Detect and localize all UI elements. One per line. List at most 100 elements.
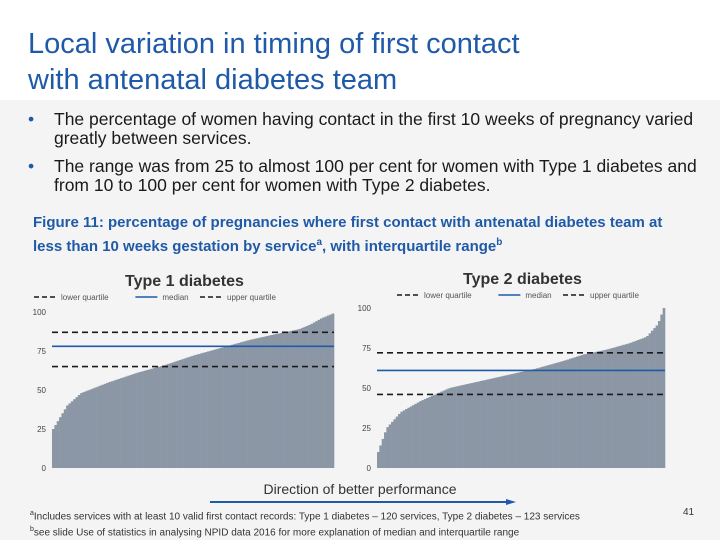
service-bar	[277, 333, 281, 468]
service-bar	[103, 383, 107, 468]
service-bar	[87, 390, 90, 468]
service-bar	[470, 383, 474, 468]
service-bar	[613, 347, 617, 468]
slide-title: Local variation in timing of first conta…	[28, 26, 688, 98]
service-bar	[498, 376, 502, 468]
service-bar	[209, 350, 213, 468]
service-bar	[70, 401, 74, 468]
service-bar	[655, 325, 659, 468]
service-bar	[519, 372, 523, 468]
service-bar	[232, 344, 236, 468]
service-bar	[505, 375, 509, 468]
service-bar	[571, 358, 574, 468]
y-tick-label: 50	[37, 386, 46, 395]
service-bar	[80, 393, 83, 468]
service-bar	[150, 368, 154, 468]
service-bar	[524, 370, 528, 468]
service-bar	[540, 366, 544, 468]
y-tick-label: 25	[362, 424, 371, 433]
caption-superscript-a: a	[316, 237, 323, 248]
service-bar	[590, 352, 593, 468]
service-bar	[171, 362, 175, 468]
service-bar	[131, 374, 135, 468]
service-bar	[627, 343, 631, 468]
service-bar	[237, 342, 241, 468]
service-bar	[662, 308, 666, 468]
y-tick-label: 50	[362, 384, 371, 393]
service-bar	[240, 342, 243, 468]
service-bar	[230, 344, 234, 468]
service-bar	[113, 380, 116, 468]
service-bar	[435, 393, 439, 468]
service-bar	[127, 375, 130, 468]
service-bar	[296, 329, 300, 468]
service-bar	[59, 417, 62, 468]
service-bar	[538, 367, 542, 468]
service-bar	[94, 387, 97, 468]
bullet-dot-icon: •	[28, 109, 35, 129]
service-bar	[650, 330, 654, 468]
service-bar	[247, 340, 250, 468]
service-bar	[54, 425, 57, 468]
service-bar	[494, 377, 497, 468]
service-bar	[129, 374, 133, 468]
service-bar	[200, 353, 203, 468]
y-tick-label: 25	[37, 425, 46, 434]
legend-upper-quartile-label: upper quartile	[590, 291, 639, 300]
service-bar	[391, 421, 394, 468]
service-bar	[228, 345, 231, 468]
service-bar	[312, 322, 316, 468]
service-bar	[331, 313, 335, 468]
service-bar	[461, 385, 464, 468]
bullet-item: • The range was from 25 to almost 100 per…	[28, 157, 698, 195]
service-bar	[225, 346, 229, 468]
service-bar	[480, 380, 483, 468]
service-bar	[195, 354, 198, 468]
title-line-2: with antenatal diabetes team	[28, 64, 398, 96]
footnote-b-text: see slide Use of statistics in analysing…	[33, 527, 520, 539]
service-bar	[615, 346, 619, 468]
service-bar	[437, 392, 441, 468]
service-bar	[463, 384, 467, 468]
service-bar	[381, 438, 385, 468]
service-bar	[395, 416, 399, 468]
bar-series	[52, 313, 335, 468]
service-bar	[218, 348, 222, 468]
service-bar	[412, 405, 415, 468]
service-bar	[265, 336, 269, 468]
service-bar	[559, 361, 563, 468]
service-bar	[164, 364, 168, 468]
y-tick-label: 0	[42, 464, 47, 473]
chart-legend: lower quartile median upper quartile	[397, 291, 639, 300]
service-bar	[573, 357, 577, 468]
service-bar	[601, 350, 605, 468]
footnote-b: bsee slide Use of statistics in analysin…	[30, 523, 580, 539]
service-bar	[153, 368, 156, 468]
bullet-item: • The percentage of women having contact …	[28, 110, 698, 148]
service-bar	[426, 397, 429, 468]
service-bar	[599, 350, 603, 468]
service-bar	[557, 362, 560, 468]
chart-legend: lower quartile median upper quartile	[34, 293, 276, 302]
service-bar	[310, 323, 314, 468]
service-bar	[547, 364, 551, 468]
service-bar	[400, 411, 404, 468]
service-bar	[185, 357, 189, 468]
service-bar	[636, 340, 640, 468]
service-bar	[244, 340, 248, 468]
service-bar	[84, 391, 88, 468]
service-bar	[204, 352, 208, 468]
service-bar	[124, 376, 128, 468]
service-bar	[578, 355, 582, 468]
service-bar	[421, 400, 425, 468]
title-line-1: Local variation in timing of first conta…	[28, 28, 520, 60]
service-bar	[531, 369, 535, 468]
service-bar	[487, 379, 490, 468]
service-bar	[552, 363, 556, 468]
service-bar	[308, 324, 311, 468]
service-bar	[583, 354, 586, 468]
legend-upper-quartile-label: upper quartile	[227, 293, 276, 302]
service-bar	[608, 348, 612, 468]
service-bar	[188, 356, 191, 468]
service-bar	[134, 373, 137, 468]
